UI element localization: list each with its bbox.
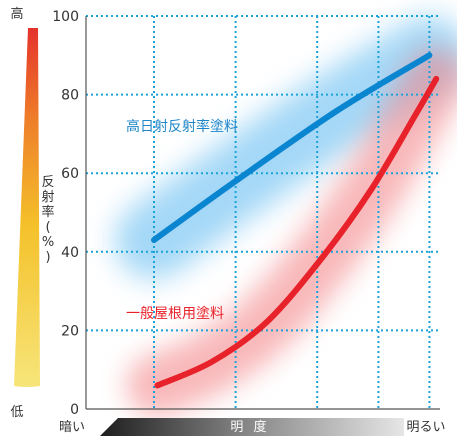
y-tick-label: 60 (61, 166, 79, 182)
y-label-char: % (42, 235, 54, 250)
series-label-high-reflect: 高日射反射率塗料 (126, 118, 238, 135)
y-axis-label: 反射率(%) (41, 175, 54, 265)
x-axis-label: 明 度 (230, 419, 269, 435)
y-label-char: 射 (41, 189, 54, 205)
y-tick-label: 100 (52, 9, 79, 25)
y-label-char: ) (45, 250, 50, 265)
y-tick-label: 20 (61, 323, 79, 339)
svg-text:反射率(%): 反射率(%) (41, 175, 54, 265)
x-left-label: 暗い (59, 420, 85, 435)
y-label-char: 反 (41, 175, 54, 190)
high-low-arrow: 高 低 (10, 6, 40, 420)
series-line-0 (151, 52, 433, 244)
y-tick-label: 0 (70, 402, 79, 418)
gradient-arrow-icon (14, 28, 40, 387)
y-tick-label: 80 (61, 88, 79, 104)
arrow-bottom-label: 低 (10, 405, 23, 420)
brightness-bar: 明 度 暗い 明るい (59, 418, 446, 436)
grid (86, 15, 440, 409)
arrow-top-label: 高 (10, 6, 23, 22)
y-label-char: ( (45, 220, 50, 235)
y-label-char: 率 (41, 204, 54, 220)
x-right-label: 明るい (406, 420, 445, 435)
series-line-1 (154, 75, 440, 389)
y-tick-label: 40 (61, 245, 79, 261)
series-label-general-roof: 一般屋根用塗料 (126, 305, 224, 322)
brightness-gradient-bar (100, 418, 404, 436)
